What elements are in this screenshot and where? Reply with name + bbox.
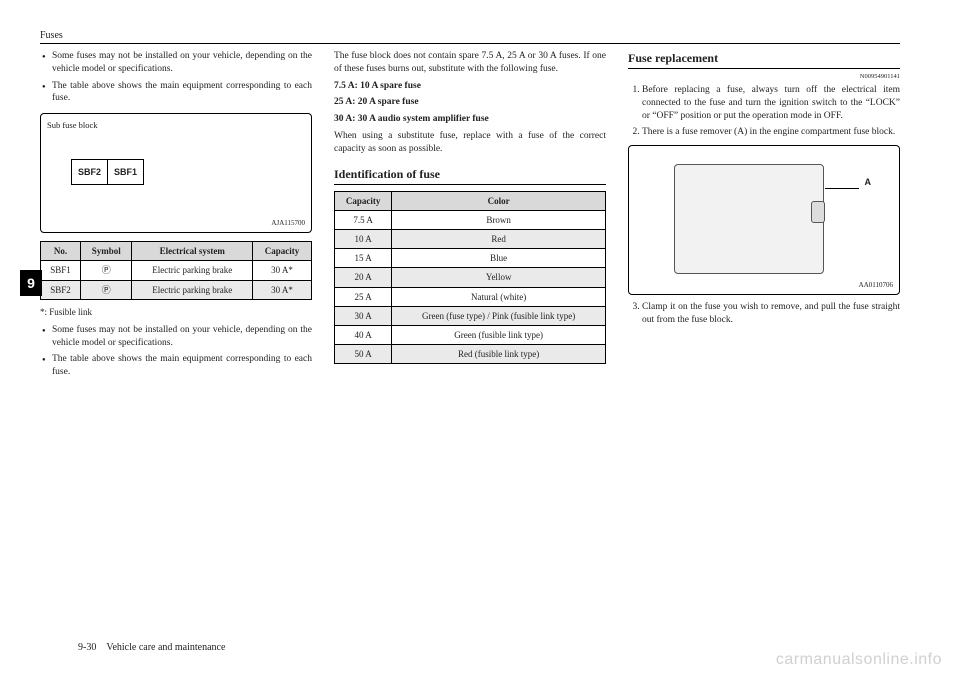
page-footer: 9-30 Vehicle care and maintenance xyxy=(78,642,225,653)
cell: 7.5 A xyxy=(335,211,392,230)
running-head: Fuses xyxy=(40,30,900,44)
bullet-item: The table above shows the main equipment… xyxy=(52,80,312,106)
paragraph: When using a substitute fuse, replace wi… xyxy=(334,130,606,156)
footnote: *: Fusible link xyxy=(40,306,312,318)
th-capacity: Capacity xyxy=(335,191,392,210)
cell: Electric parking brake xyxy=(132,261,253,280)
chapter-tab: 9 xyxy=(20,270,42,296)
step-item: Before replacing a fuse, always turn off… xyxy=(642,84,900,122)
bullet-item: Some fuses may not be installed on your … xyxy=(52,324,312,350)
bullet-item: Some fuses may not be installed on your … xyxy=(52,50,312,76)
sub-fuse-block-figure: Sub fuse block SBF2 SBF1 AJA115700 xyxy=(40,113,312,233)
cell: SBF1 xyxy=(41,261,81,280)
sbf1-label: SBF1 xyxy=(108,160,143,184)
steps-list-continued: Clamp it on the fuse you wish to remove,… xyxy=(628,301,900,327)
paragraph: The fuse block does not contain spare 7.… xyxy=(334,50,606,76)
column-2: The fuse block does not contain spare 7.… xyxy=(334,50,606,383)
step-item: Clamp it on the fuse you wish to remove,… xyxy=(642,301,900,327)
cell: Ⓟ xyxy=(80,261,132,280)
figure-caption: Sub fuse block xyxy=(47,120,305,131)
cell: Red xyxy=(392,230,606,249)
cell: 10 A xyxy=(335,230,392,249)
section-fuse-replacement: Fuse replacement xyxy=(628,50,900,69)
bullet-list-bottom: Some fuses may not be installed on your … xyxy=(40,324,312,379)
th-color: Color xyxy=(392,191,606,210)
fuse-remover-shape xyxy=(811,201,825,223)
steps-list: Before replacing a fuse, always turn off… xyxy=(628,84,900,139)
column-1: Some fuses may not be installed on your … xyxy=(40,50,312,383)
column-3: Fuse replacement N00954901141 Before rep… xyxy=(628,50,900,383)
th-system: Electrical sys­tem xyxy=(132,242,253,261)
spare-line: 25 A: 20 A spare fuse xyxy=(334,96,606,109)
cell: Electric parking brake xyxy=(132,280,253,299)
callout-a: A xyxy=(865,176,872,188)
figure-code: AA0110706 xyxy=(859,281,893,290)
section-identification: Identification of fuse xyxy=(334,166,606,185)
fuse-color-table: Capacity Color 7.5 ABrown 10 ARed 15 ABl… xyxy=(334,191,606,364)
cell: Yellow xyxy=(392,268,606,287)
callout-lead xyxy=(825,188,859,189)
cell: SBF2 xyxy=(41,280,81,299)
fuse-block-cover-shape xyxy=(674,164,824,274)
fuse-remover-figure: A AA0110706 xyxy=(628,145,900,295)
cell: 30 A xyxy=(335,306,392,325)
th-capacity: Capaci­ty xyxy=(253,242,312,261)
cell: Blue xyxy=(392,249,606,268)
cell: Brown xyxy=(392,211,606,230)
sbf-box: SBF2 SBF1 xyxy=(71,159,144,185)
spare-line: 7.5 A: 10 A spare fuse xyxy=(334,80,606,93)
page: Fuses 9 Some fuses may not be installed … xyxy=(0,0,960,679)
step-item: There is a fuse remover (A) in the engin… xyxy=(642,126,900,139)
cell: Red (fusible link type) xyxy=(392,345,606,364)
spare-line: 30 A: 30 A audio system amplifier fuse xyxy=(334,113,606,126)
watermark: carmanualsonline.info xyxy=(776,651,942,669)
sbf2-label: SBF2 xyxy=(72,160,108,184)
columns: Some fuses may not be installed on your … xyxy=(40,50,900,383)
sub-fuse-table: No. Sym­bol Electrical sys­tem Capaci­ty… xyxy=(40,241,312,299)
cell: Natural (white) xyxy=(392,287,606,306)
th-symbol: Sym­bol xyxy=(80,242,132,261)
cell: Ⓟ xyxy=(80,280,132,299)
cell: 15 A xyxy=(335,249,392,268)
bullet-item: The table above shows the main equipment… xyxy=(52,353,312,379)
cell: 50 A xyxy=(335,345,392,364)
th-no: No. xyxy=(41,242,81,261)
figure-code: AJA115700 xyxy=(271,219,305,228)
section-code: N00954901141 xyxy=(628,73,900,82)
cell: 25 A xyxy=(335,287,392,306)
cell: Green (fuse type) / Pink (fusible link t… xyxy=(392,306,606,325)
cell: 30 A* xyxy=(253,261,312,280)
cell: 40 A xyxy=(335,325,392,344)
bullet-list-top: Some fuses may not be installed on your … xyxy=(40,50,312,105)
cell: 20 A xyxy=(335,268,392,287)
cell: 30 A* xyxy=(253,280,312,299)
cell: Green (fusible link type) xyxy=(392,325,606,344)
